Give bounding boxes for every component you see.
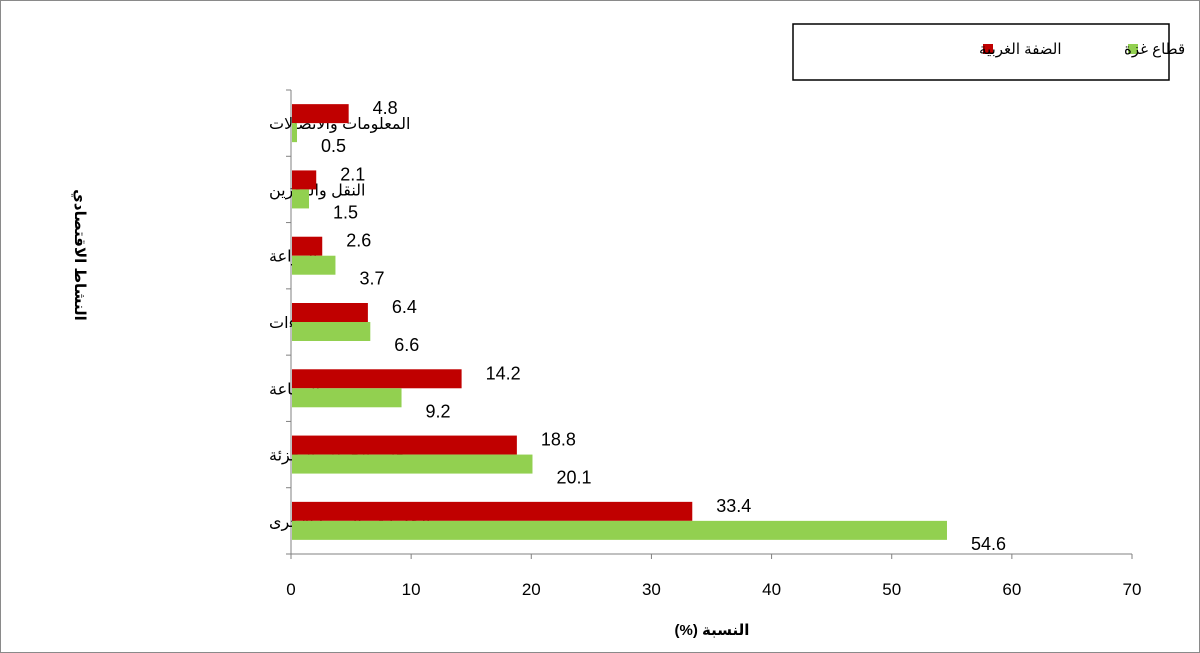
data-label-gaza: 3.7	[359, 269, 384, 289]
data-label-gaza: 6.6	[394, 335, 419, 355]
x-tick-label: 60	[1002, 580, 1021, 599]
data-label-gaza: 0.5	[321, 136, 346, 156]
data-label-gaza: 9.2	[426, 401, 451, 421]
legend-box	[792, 23, 1170, 81]
bar-west-bank	[292, 369, 462, 389]
bar-gaza	[292, 322, 371, 341]
data-label-gaza: 54.6	[971, 534, 1006, 554]
x-tick-label: 50	[882, 580, 901, 599]
data-label-west-bank: 33.4	[716, 496, 751, 516]
bar-west-bank	[292, 104, 349, 124]
x-tick-label: 10	[402, 580, 421, 599]
bar-gaza	[292, 123, 298, 143]
bar-gaza	[292, 520, 947, 540]
legend-label: قطاع غزة	[1124, 41, 1185, 58]
bar-gaza	[292, 189, 310, 209]
bar-west-bank	[292, 435, 517, 455]
legend-label: الضفة الغربية	[979, 41, 1062, 58]
legend-swatch	[983, 44, 993, 54]
bar-west-bank	[292, 501, 693, 521]
legend-swatch	[1128, 44, 1138, 54]
data-label-gaza: 20.1	[556, 468, 591, 488]
data-label-west-bank: 2.1	[340, 164, 365, 184]
x-tick-label: 40	[762, 580, 781, 599]
data-label-west-bank: 4.8	[373, 98, 398, 118]
data-label-west-bank: 18.8	[541, 430, 576, 450]
bar-west-bank	[292, 170, 317, 190]
data-label-west-bank: 14.2	[486, 363, 521, 383]
data-label-gaza: 1.5	[333, 202, 358, 222]
x-tick-label: 0	[286, 580, 295, 599]
y-axis-title: النشاط الاقتصادي	[70, 189, 88, 321]
bar-west-bank	[292, 303, 368, 322]
data-label-west-bank: 6.4	[392, 297, 417, 317]
x-tick-label: 20	[522, 580, 541, 599]
data-label-west-bank: 2.6	[346, 231, 371, 251]
bar-gaza	[292, 454, 533, 474]
x-tick-label: 70	[1123, 580, 1142, 599]
category-label: النقل والتخزين	[269, 182, 365, 200]
bar-gaza	[292, 388, 402, 408]
x-axis-title: النسبة (%)	[675, 622, 750, 639]
bar-gaza	[292, 255, 336, 275]
bar-west-bank	[292, 236, 323, 256]
x-tick-label: 30	[642, 580, 661, 599]
